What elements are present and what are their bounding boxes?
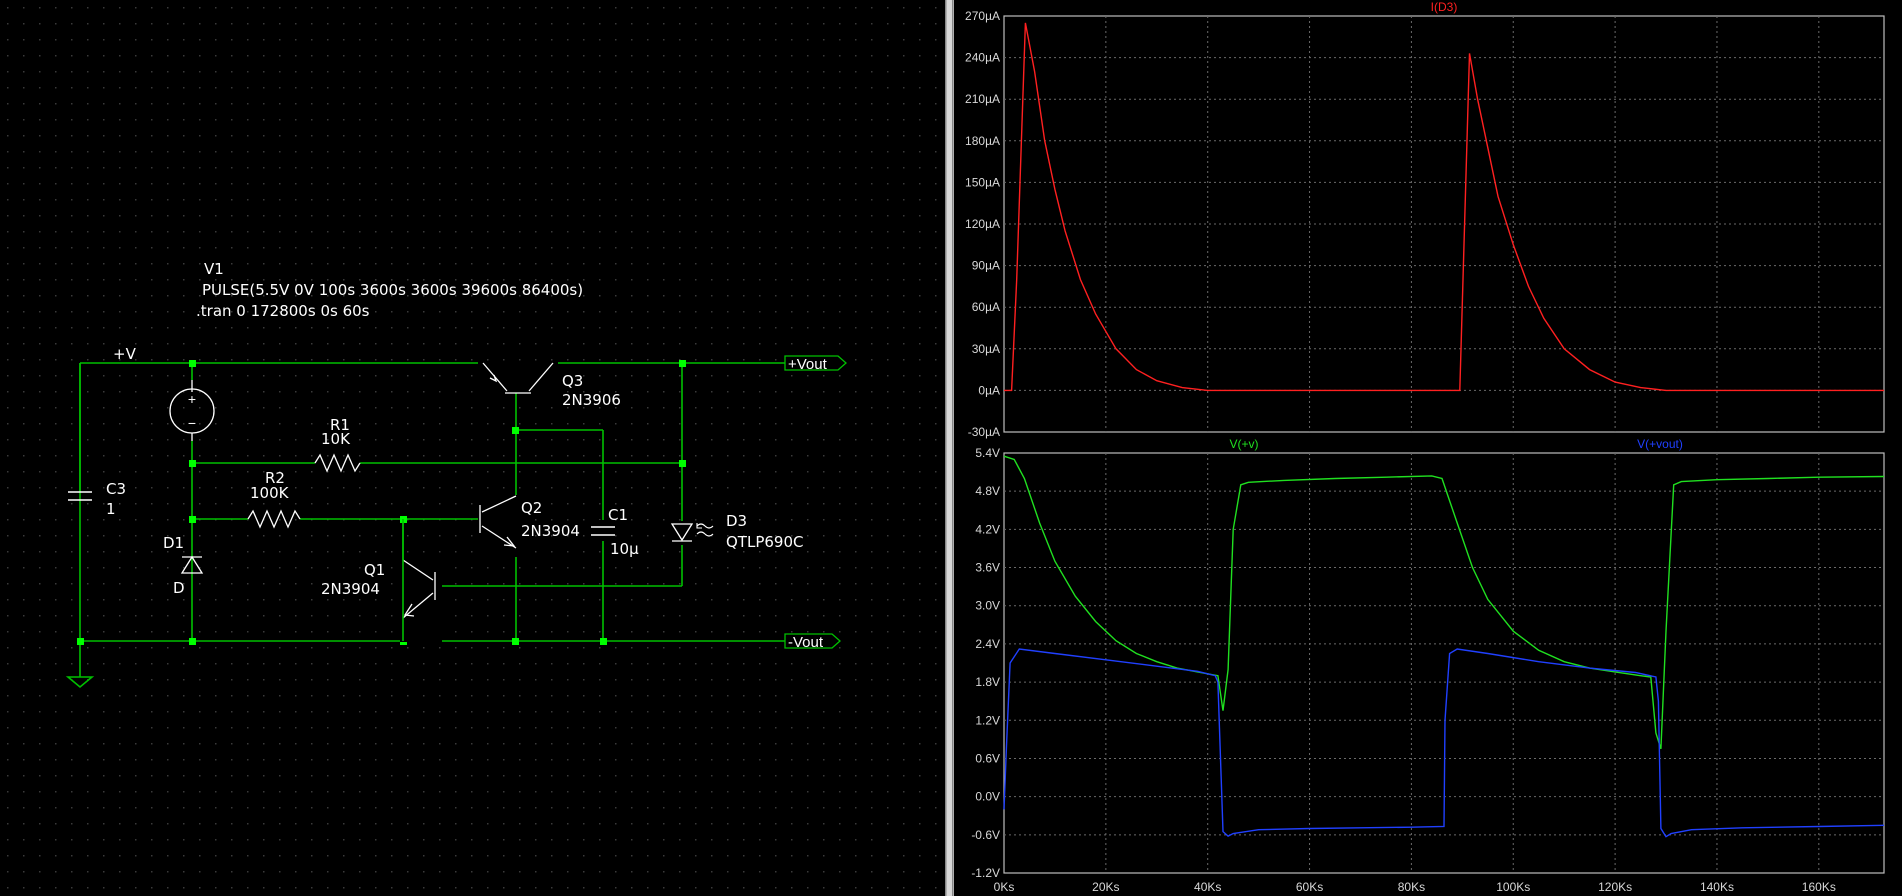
trace-label-vplus[interactable]: V(+v) (1229, 437, 1258, 451)
tran-directive[interactable]: .tran 0 172800s 0s 60s (196, 302, 370, 320)
y-tick-label: 270µA (965, 9, 1000, 23)
schematic-grid (0, 0, 945, 896)
x-tick-label: 40Ks (1194, 880, 1221, 894)
c1-name-label: C1 (608, 506, 628, 524)
x-tick-label: 100Ks (1496, 880, 1530, 894)
r1-value-label: 10K (321, 430, 351, 448)
y-tick-label: -30µA (968, 425, 1000, 439)
q2-name-label: Q2 (521, 499, 542, 517)
c1-value-label: 10µ (610, 540, 639, 558)
y-tick-label: 240µA (965, 51, 1000, 65)
x-tick-label: 140Ks (1700, 880, 1734, 894)
net-label-vout-pos[interactable]: +Vout (785, 356, 846, 373)
schematic-pane[interactable]: + − (0, 0, 945, 896)
x-tick-label: 60Ks (1296, 880, 1323, 894)
y-tick-label: 1.2V (975, 713, 1000, 727)
trace-label-vout[interactable]: V(+vout) (1637, 437, 1683, 451)
x-tick-label: 80Ks (1398, 880, 1425, 894)
net-label-vplus[interactable]: +V (113, 345, 137, 363)
y-tick-label: 2.4V (975, 637, 1000, 651)
waveform-pane[interactable]: I(D3) -30µA 0µA 30µA 60µA 90µA 120µA 150µA 180µ… (954, 0, 1902, 896)
pane-splitter[interactable] (945, 0, 954, 896)
y-tick-label: 4.8V (975, 484, 1000, 498)
y-tick-label: 0.0V (975, 790, 1000, 804)
vout-neg-text: -Vout (788, 634, 824, 651)
x-tick-label: 0Ks (994, 880, 1015, 894)
y-tick-label: 0.6V (975, 751, 1000, 765)
y-tick-label: 150µA (965, 175, 1000, 189)
y-tick-label: 3.0V (975, 599, 1000, 613)
c3-name-label: C3 (106, 480, 126, 498)
d1-name-label: D1 (163, 534, 184, 552)
y-tick-label: 180µA (965, 134, 1000, 148)
trace-label-id3[interactable]: I(D3) (1431, 0, 1458, 14)
c3-value-label: 1 (106, 500, 116, 518)
d1-value-label: D (173, 579, 185, 597)
minus-sign-icon: − (188, 415, 196, 431)
y-tick-label: 30µA (972, 342, 1000, 356)
y-tick-label: 0µA (978, 383, 1000, 397)
y-tick-label: 5.4V (975, 446, 1000, 460)
q1-name-label: Q1 (364, 561, 385, 579)
x-tick-label: 160Ks (1802, 880, 1836, 894)
d3-value-label: QTLP690C (726, 533, 803, 551)
x-tick-label: 120Ks (1598, 880, 1632, 894)
net-label-vout-neg[interactable]: -Vout (785, 634, 840, 651)
transistor-q3[interactable] (478, 361, 558, 393)
y-tick-label: 60µA (972, 300, 1000, 314)
y-tick-label: 4.2V (975, 522, 1000, 536)
transistor-q2[interactable] (478, 495, 522, 557)
y-tick-label: 210µA (965, 92, 1000, 106)
plus-sign-icon: + (188, 391, 196, 407)
y-tick-label: 90µA (972, 259, 1000, 273)
q2-value-label: 2N3904 (521, 522, 580, 540)
y-tick-label: -1.2V (971, 866, 1000, 880)
x-tick-label: 20Ks (1092, 880, 1119, 894)
y-tick-label: 120µA (965, 217, 1000, 231)
vout-pos-text: +Vout (788, 356, 828, 373)
q3-value-label: 2N3906 (562, 391, 621, 409)
q1-value-label: 2N3904 (321, 580, 380, 598)
y-tick-label: 1.8V (975, 675, 1000, 689)
v1-name-label[interactable]: V1 (204, 260, 224, 278)
r2-value-label: 100K (250, 484, 290, 502)
v1-params-label[interactable]: PULSE(5.5V 0V 100s 3600s 3600s 39600s 86… (202, 281, 583, 299)
y-tick-label: -0.6V (971, 828, 1000, 842)
y-tick-label: 3.6V (975, 561, 1000, 575)
q3-name-label: Q3 (562, 372, 583, 390)
d3-name-label: D3 (726, 512, 747, 530)
